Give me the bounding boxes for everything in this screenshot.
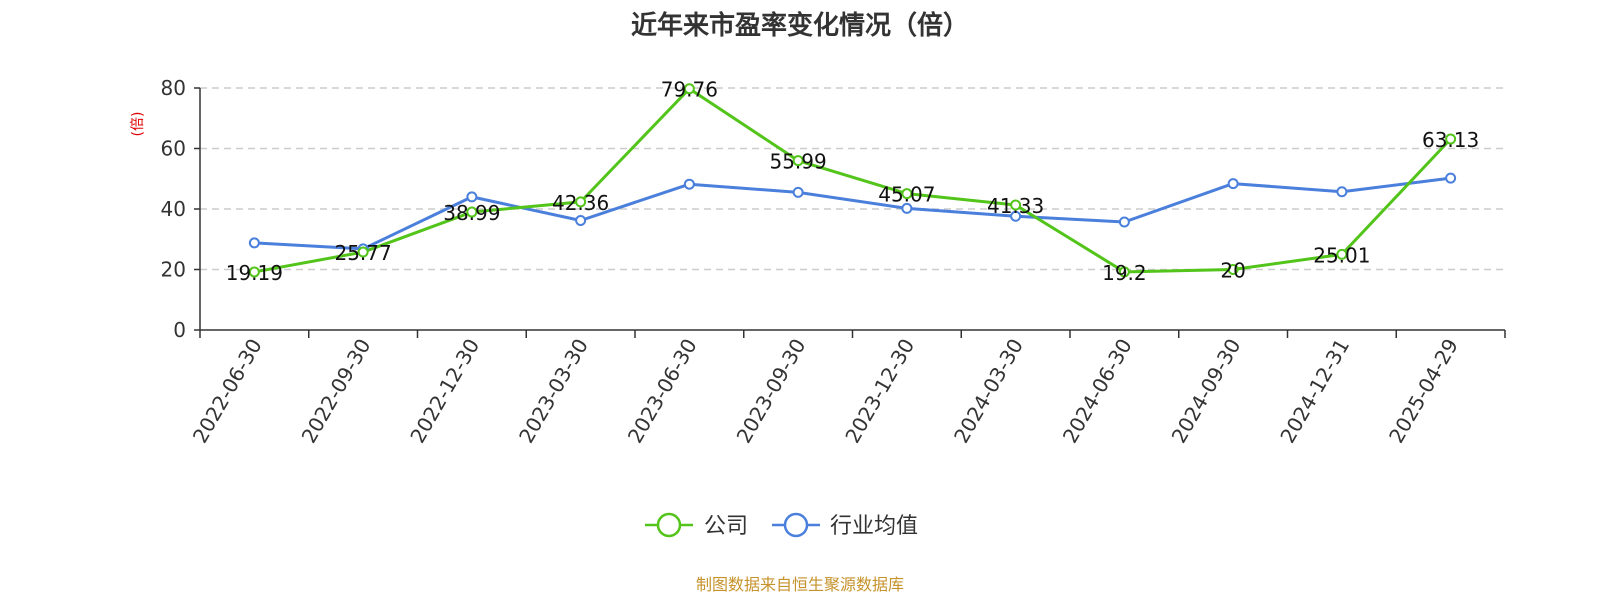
x-tick-label: 2025-04-29 (1384, 335, 1463, 448)
series-point-0 (1336, 248, 1348, 260)
series-point-1 (792, 186, 804, 198)
series-point-0 (248, 266, 260, 278)
series-point-1 (683, 178, 695, 190)
y-tick-label: 0 (173, 318, 186, 342)
legend-marker-1 (783, 512, 809, 538)
data-label: 41.33 (987, 194, 1044, 218)
x-tick-label: 2023-03-30 (514, 335, 593, 448)
label-layer: 19.19 25.77 38.99 42.36 79.76 55.99 45.07 41.33… (226, 78, 1480, 285)
data-label: 63.13 (1422, 128, 1479, 152)
chart-title: 近年来市盈率变化情况（倍） (631, 10, 969, 41)
series-point-0 (1118, 266, 1130, 278)
source-note: 制图数据来自恒生聚源数据库 (696, 575, 904, 594)
y-axis-label: (倍) (130, 112, 146, 137)
series-point-1 (1336, 186, 1348, 198)
data-label: 19.2 (1102, 261, 1147, 285)
x-tick-label: 2023-09-30 (732, 335, 811, 448)
x-tick-label: 2024-09-30 (1167, 335, 1246, 448)
series-point-1 (248, 237, 260, 249)
data-label: 79.76 (661, 78, 718, 102)
grid-layer (200, 87, 1505, 271)
x-tick-label: 2024-06-30 (1058, 335, 1137, 448)
series-point-0 (1227, 264, 1239, 275)
series-point-1 (1445, 172, 1457, 184)
y-tick-label: 80 (161, 76, 186, 100)
series-point-1 (901, 202, 913, 214)
data-label: 42.36 (552, 191, 609, 215)
series-layer (248, 83, 1457, 278)
data-label: 19.19 (226, 261, 283, 285)
legend: 公司 行业均值 (645, 512, 918, 539)
y-tick-label: 60 (161, 137, 186, 161)
series-point-1 (575, 214, 587, 226)
series-point-0 (901, 188, 913, 200)
legend-label-1: 行业均值 (830, 514, 918, 539)
series-point-0 (357, 246, 369, 258)
series-line-0 (252, 87, 1453, 274)
series-point-1 (1118, 216, 1130, 228)
data-label: 38.99 (443, 201, 500, 225)
series-point-1 (466, 191, 478, 203)
x-tick-label: 2023-12-30 (840, 335, 919, 448)
x-tick-label: 2024-12-31 (1275, 335, 1354, 448)
data-label: 25.77 (334, 241, 391, 265)
data-label: 20 (1220, 259, 1245, 283)
series-point-1 (1010, 210, 1022, 222)
series-point-0 (1010, 199, 1022, 211)
y-tick-label: 40 (161, 197, 186, 221)
series-point-1 (1227, 178, 1239, 190)
series-point-0 (575, 196, 587, 208)
x-tick-label: 2022-12-30 (405, 335, 484, 448)
legend-label-0: 公司 (704, 514, 748, 539)
series-line-1 (252, 176, 1453, 251)
data-label: 45.07 (878, 183, 935, 207)
legend-marker-0 (656, 512, 682, 538)
x-tick-label: 2022-09-30 (297, 335, 376, 448)
data-label: 25.01 (1313, 243, 1370, 267)
series-point-0 (792, 155, 804, 167)
y-tick-label: 20 (161, 258, 186, 282)
series-point-0 (683, 83, 695, 95)
x-tick-label: 2022-06-30 (188, 335, 267, 448)
series-point-0 (1445, 133, 1457, 145)
data-label: 55.99 (769, 150, 826, 174)
x-tick-label: 2024-03-30 (949, 335, 1028, 448)
x-tick-label: 2023-06-30 (623, 335, 702, 448)
series-point-0 (466, 206, 478, 218)
